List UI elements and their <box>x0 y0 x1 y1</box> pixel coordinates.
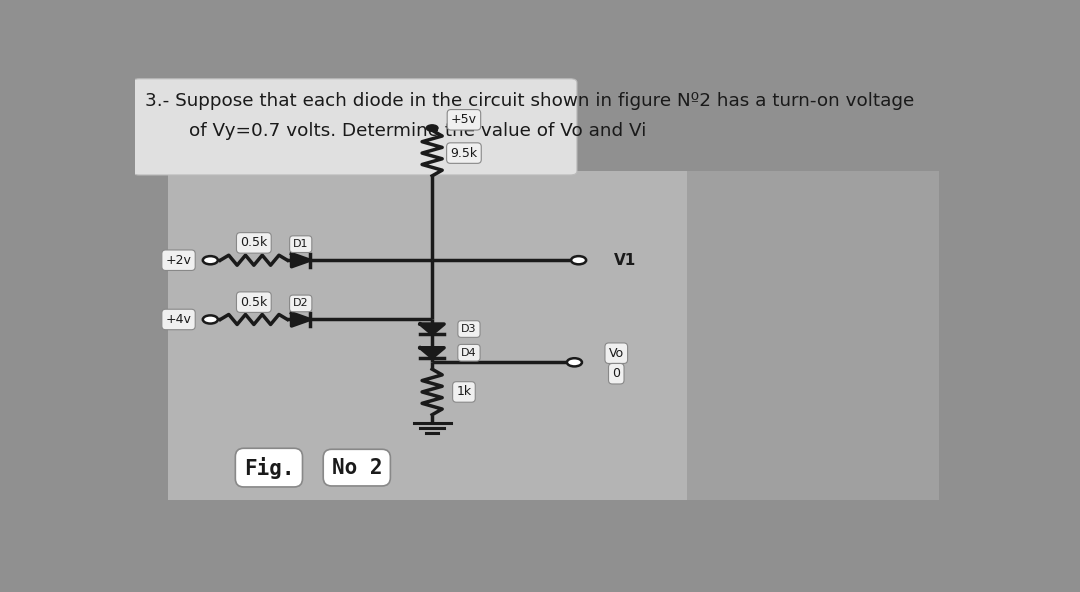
Text: 0.5k: 0.5k <box>240 236 268 249</box>
Text: of Vy=0.7 volts. Determine the value of Vo and Vi: of Vy=0.7 volts. Determine the value of … <box>189 122 647 140</box>
Text: 9.5k: 9.5k <box>450 147 477 160</box>
Bar <box>168 171 687 500</box>
Text: +5v: +5v <box>451 113 477 126</box>
FancyBboxPatch shape <box>133 79 577 175</box>
Circle shape <box>427 125 438 131</box>
Text: 0.5k: 0.5k <box>240 295 268 308</box>
Text: D4: D4 <box>461 348 476 358</box>
Text: V1: V1 <box>613 253 636 268</box>
Text: Vo: Vo <box>609 347 624 360</box>
Text: No 2: No 2 <box>332 458 382 478</box>
Text: Fig.: Fig. <box>244 456 294 478</box>
Circle shape <box>203 316 218 324</box>
Text: +2v: +2v <box>165 254 191 267</box>
Circle shape <box>567 358 582 366</box>
Text: +4v: +4v <box>165 313 191 326</box>
Bar <box>688 171 939 500</box>
Text: D1: D1 <box>293 239 309 249</box>
Text: D3: D3 <box>461 324 476 334</box>
Polygon shape <box>292 254 310 267</box>
Circle shape <box>571 256 586 264</box>
Polygon shape <box>420 348 444 358</box>
Polygon shape <box>420 324 444 334</box>
Text: 0: 0 <box>612 367 620 380</box>
Polygon shape <box>292 313 310 326</box>
Text: D2: D2 <box>293 298 309 308</box>
Text: 3.- Suppose that each diode in the circuit shown in figure Nº2 has a turn-on vol: 3.- Suppose that each diode in the circu… <box>145 92 915 110</box>
Circle shape <box>203 256 218 264</box>
Text: 1k: 1k <box>457 385 472 398</box>
